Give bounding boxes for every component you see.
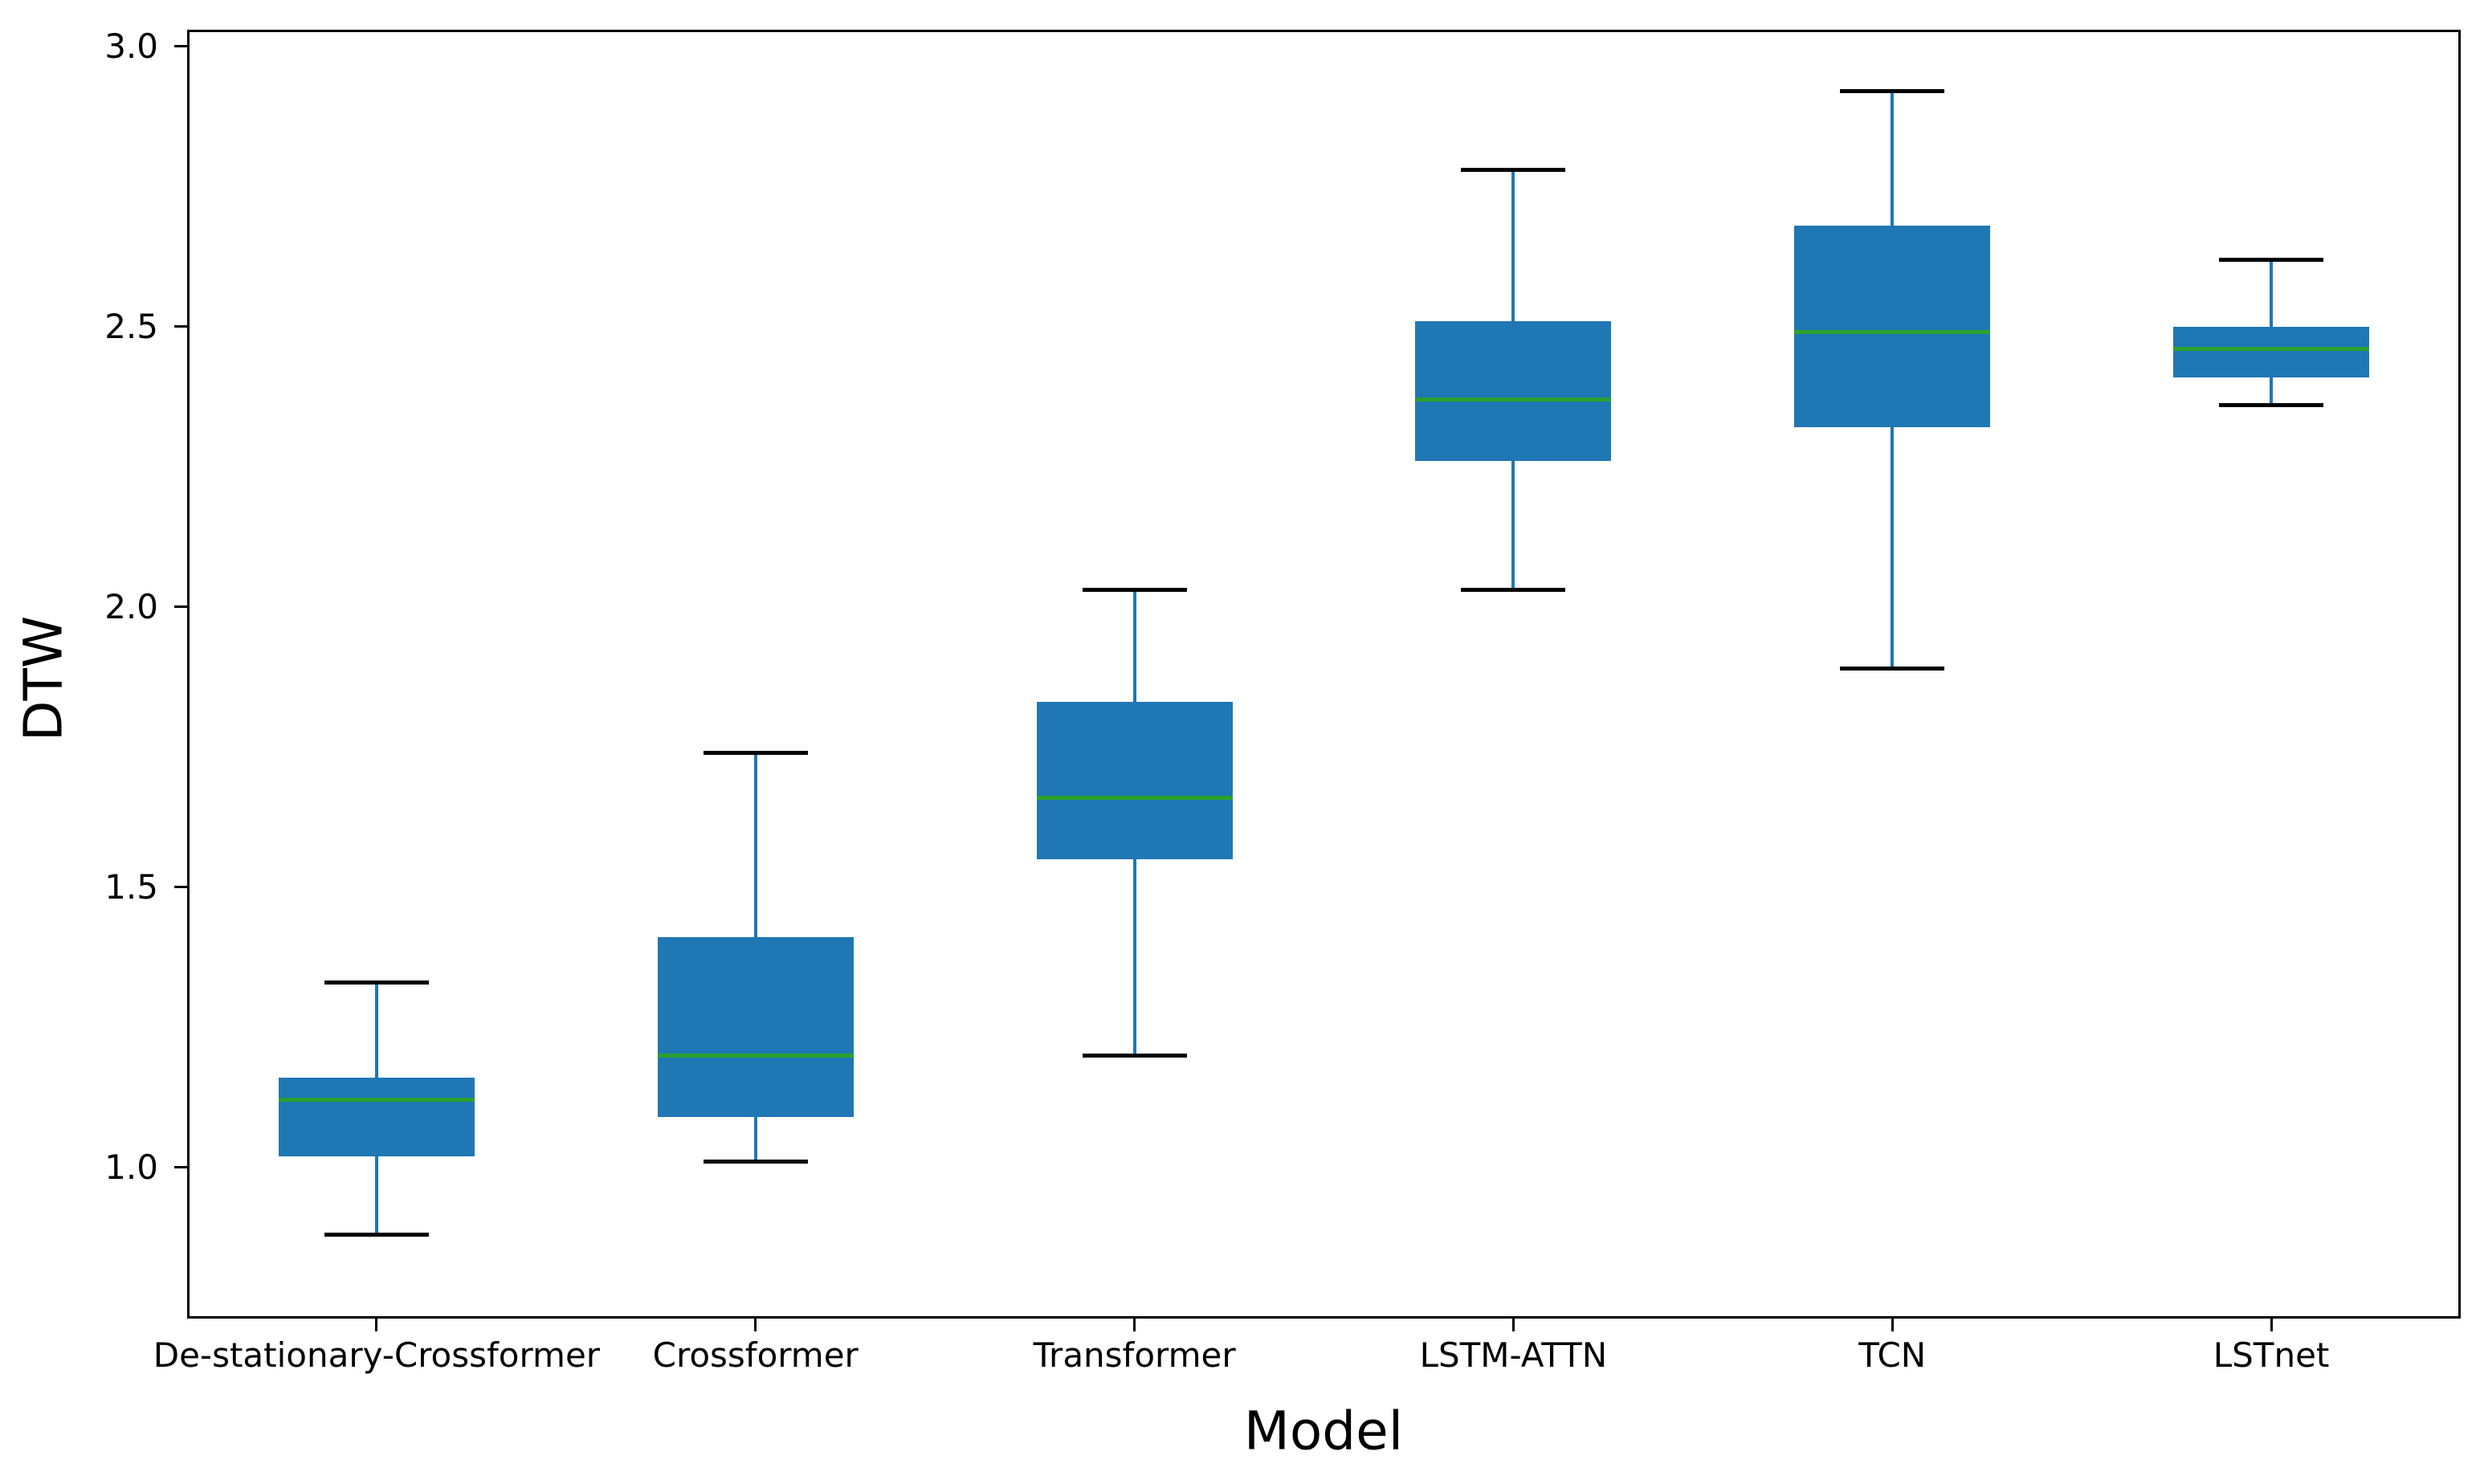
median-line [657,1053,854,1058]
x-tick-mark [375,1319,378,1331]
box-iqr [2173,326,2370,377]
median-line [278,1098,475,1103]
whisker-cap-top [1461,167,1566,172]
whisker-cap-bottom [703,1160,808,1164]
y-tick-mark [174,325,187,328]
y-tick-mark [174,605,187,609]
whisker-cap-top [324,980,429,985]
x-tick-mark [2270,1319,2273,1331]
x-tick-label: Crossformer [652,1335,859,1375]
whisker-cap-top [2219,257,2324,262]
box-iqr [278,1077,475,1156]
x-tick-mark [1133,1319,1136,1331]
x-tick-label: De-stationary-Crossformer [153,1335,601,1375]
x-tick-label: LSTnet [2213,1335,2330,1375]
median-line [1036,795,1233,800]
y-tick-mark [174,886,187,889]
whisker-cap-bottom [2219,403,2324,408]
y-axis-label: DTW [12,615,75,742]
y-tick-label: 1.5 [104,866,158,907]
x-tick-mark [1511,1319,1515,1331]
x-tick-mark [754,1319,757,1331]
box-iqr [1415,320,1612,462]
y-tick-mark [174,1166,187,1169]
whisker-cap-top [1082,588,1187,593]
whisker-cap-bottom [1082,1053,1187,1058]
y-tick-mark [174,45,187,48]
box-iqr [1794,226,1991,428]
x-axis-label: Model [1243,1400,1404,1462]
x-tick-mark [1891,1319,1894,1331]
whisker-cap-top [703,750,808,755]
whisker-cap-bottom [1840,667,1945,671]
x-tick-label: TCN [1858,1335,1927,1375]
median-line [2173,347,2370,352]
y-tick-label: 2.5 [104,306,158,346]
y-tick-label: 2.0 [104,586,158,626]
x-tick-label: Transformer [1033,1335,1236,1375]
median-line [1415,398,1612,402]
x-tick-label: LSTM-ATTN [1419,1335,1608,1375]
box-iqr [657,937,854,1117]
whisker-cap-bottom [324,1232,429,1237]
plot-area [187,30,2461,1319]
whisker-cap-bottom [1461,588,1566,593]
y-tick-label: 3.0 [104,26,158,66]
whisker-cap-top [1840,89,1945,94]
median-line [1794,330,1991,335]
y-tick-label: 1.0 [104,1147,158,1187]
box-iqr [1036,702,1233,859]
